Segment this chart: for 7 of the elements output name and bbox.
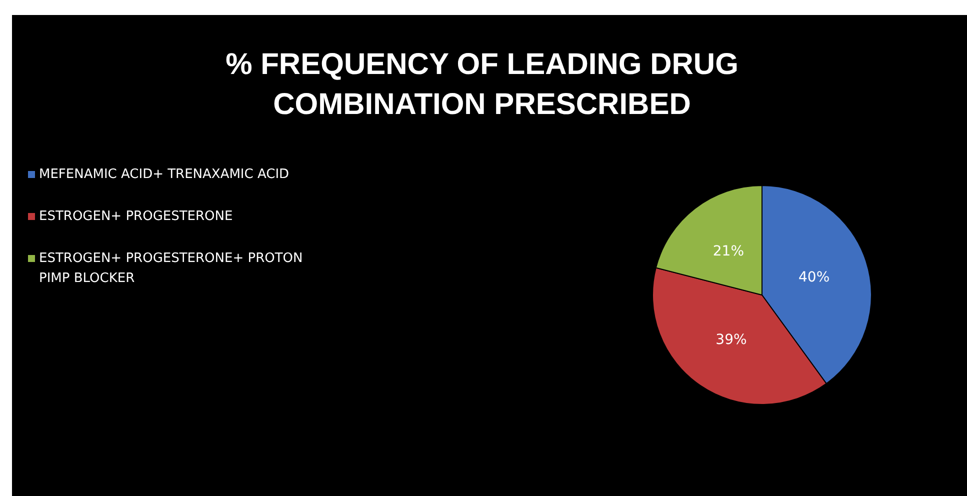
data-label: 21% [712,243,744,260]
chart-title: % FREQUENCY OF LEADING DRUG COMBINATION PRESCRIBED [224,47,740,123]
data-label: 40% [798,270,830,286]
legend-label: ESTROGEN+ PROGESTERONE [39,208,233,226]
data-label: 39% [716,332,747,348]
legend-label: MEFENAMIC ACID+ TRENAXAMIC ACID [39,166,290,184]
legend-label: ESTROGEN+ PROGESTERONE+ PROTON PIMP BLOCKER [39,250,304,288]
